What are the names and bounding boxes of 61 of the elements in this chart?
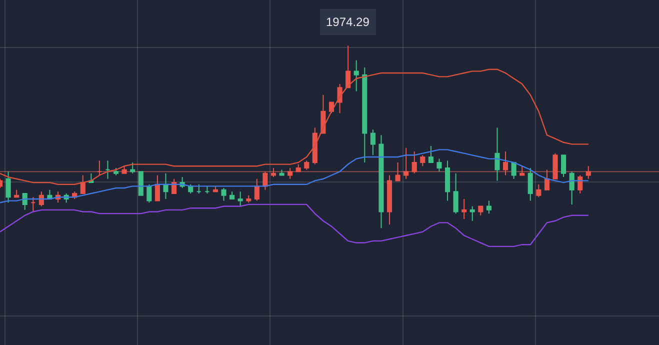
candlestick [163, 172, 168, 200]
candlestick [436, 158, 442, 172]
candlestick [304, 160, 310, 170]
candlestick [196, 184, 202, 194]
candlestick [230, 191, 235, 200]
candlestick [138, 171, 144, 196]
candlestick [552, 152, 558, 180]
candlestick [296, 164, 301, 172]
candlestick [386, 174, 392, 226]
candlestick [288, 167, 293, 180]
candlestick [154, 174, 160, 202]
candlestick [312, 127, 318, 165]
candlestick [569, 171, 574, 205]
candlestick [113, 167, 119, 176]
candlestick [378, 134, 384, 229]
candlestick [354, 60, 359, 92]
candlestick [346, 45, 351, 88]
candlestick [80, 174, 86, 194]
candlestick [279, 169, 284, 176]
candlestick [544, 169, 550, 190]
candlestick [511, 162, 516, 180]
candlestick [6, 171, 11, 204]
candlestick [362, 67, 368, 163]
candlestick [444, 160, 450, 202]
candlestick [494, 127, 500, 182]
candlestick [105, 160, 110, 180]
candlestick [478, 206, 484, 216]
candlestick [270, 167, 276, 178]
candlestick [462, 198, 467, 220]
candlestick [404, 147, 409, 180]
candlestick [520, 166, 525, 176]
candlestick [30, 196, 36, 212]
candlestick [172, 178, 177, 194]
candlestick [96, 160, 102, 176]
candlestick [38, 191, 44, 207]
annotation: 1974.29 [326, 15, 370, 29]
candlestick [130, 162, 136, 174]
candlestick [122, 166, 127, 174]
candlestick [578, 174, 583, 194]
candlestick [586, 166, 591, 180]
candlestick [486, 200, 492, 214]
candlestick [221, 188, 226, 202]
candlestick [204, 186, 210, 194]
candlestick [395, 162, 400, 182]
candlestick [428, 146, 434, 163]
candlestick [246, 194, 252, 204]
candlestick [370, 129, 376, 156]
candlestick [262, 171, 268, 190]
candlestick [22, 192, 28, 210]
candlestick [470, 206, 475, 222]
candlestick [561, 154, 566, 178]
candlestick [14, 189, 20, 198]
candlestick [412, 151, 417, 174]
candlestick [238, 191, 243, 207]
candlestick [420, 154, 426, 167]
candlestick [502, 151, 508, 176]
candlestick [528, 167, 533, 202]
candlestick [453, 172, 458, 214]
candlestick [146, 184, 152, 204]
candlestick [536, 184, 542, 198]
candlestick [254, 178, 260, 202]
